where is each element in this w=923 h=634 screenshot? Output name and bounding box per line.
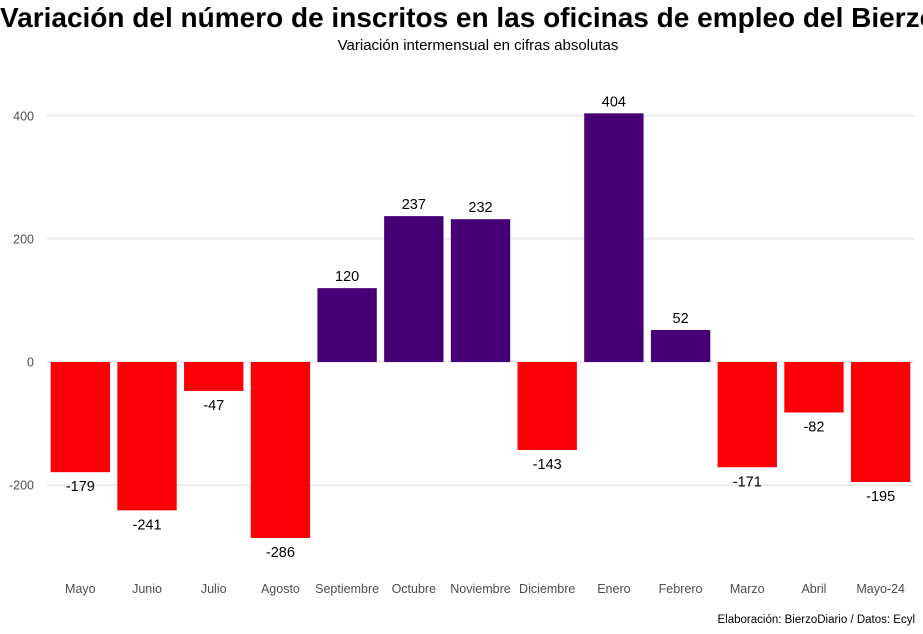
- y-tick-label: -200: [9, 479, 34, 493]
- bar-noviembre: [450, 219, 511, 362]
- data-label: 120: [335, 269, 359, 285]
- bar-julio: [184, 362, 244, 391]
- x-tick-label: Diciembre: [519, 582, 575, 596]
- data-label: -82: [803, 419, 824, 435]
- x-tick-label: Abril: [801, 582, 826, 596]
- chart-title: Variación del número de inscritos en las…: [0, 2, 923, 33]
- data-label: -171: [733, 474, 762, 490]
- y-tick-label: 0: [27, 356, 34, 370]
- x-tick-label: Enero: [597, 582, 630, 596]
- bar-mayo-24: [850, 362, 911, 483]
- data-label: 237: [402, 197, 426, 213]
- data-label: -195: [866, 489, 895, 505]
- x-tick-label: Mayo: [65, 582, 96, 596]
- data-label: -286: [266, 545, 295, 561]
- x-tick-label: Mayo-24: [856, 582, 905, 596]
- y-axis-tick-labels: -200 0 200 400: [9, 109, 34, 492]
- data-label: 232: [468, 200, 492, 216]
- data-label: -47: [203, 398, 224, 414]
- data-label: 52: [673, 311, 689, 327]
- bar-marzo: [717, 362, 777, 468]
- bar-abril: [784, 362, 844, 413]
- x-tick-label: Marzo: [730, 582, 765, 596]
- bar-mayo: [50, 362, 111, 473]
- chart-caption: Elaboración: BierzoDiario / Datos: Ecyl: [717, 614, 916, 626]
- bar-septiembre: [317, 288, 377, 362]
- bars: [50, 113, 911, 539]
- x-tick-label: Octubre: [392, 582, 437, 596]
- x-tick-label: Febrero: [659, 582, 703, 596]
- data-label: -143: [533, 457, 562, 473]
- x-tick-label: Junio: [132, 582, 162, 596]
- x-tick-label: Noviembre: [450, 582, 510, 596]
- x-axis-tick-labels: Mayo Junio Julio Agosto Septiembre Octubre Nov…: [65, 582, 905, 596]
- bar-octubre: [384, 216, 444, 362]
- bar-enero: [584, 113, 644, 362]
- data-label: -179: [66, 479, 95, 495]
- data-label: -241: [133, 517, 162, 533]
- bar-agosto: [250, 362, 311, 539]
- data-labels: -179 -241 -47 -286 120 237 232 -143 404 52 -171 -82…: [66, 94, 895, 561]
- data-label: 404: [602, 94, 626, 110]
- x-tick-label: Agosto: [261, 582, 300, 596]
- x-tick-label: Julio: [201, 582, 227, 596]
- bar-febrero: [650, 329, 711, 362]
- chart-subtitle: Variación intermensual en cifras absolut…: [337, 37, 619, 54]
- y-tick-label: 400: [13, 109, 34, 123]
- x-tick-label: Septiembre: [315, 582, 379, 596]
- y-tick-label: 200: [13, 232, 34, 246]
- bar-junio: [117, 362, 177, 511]
- bar-diciembre: [517, 362, 577, 451]
